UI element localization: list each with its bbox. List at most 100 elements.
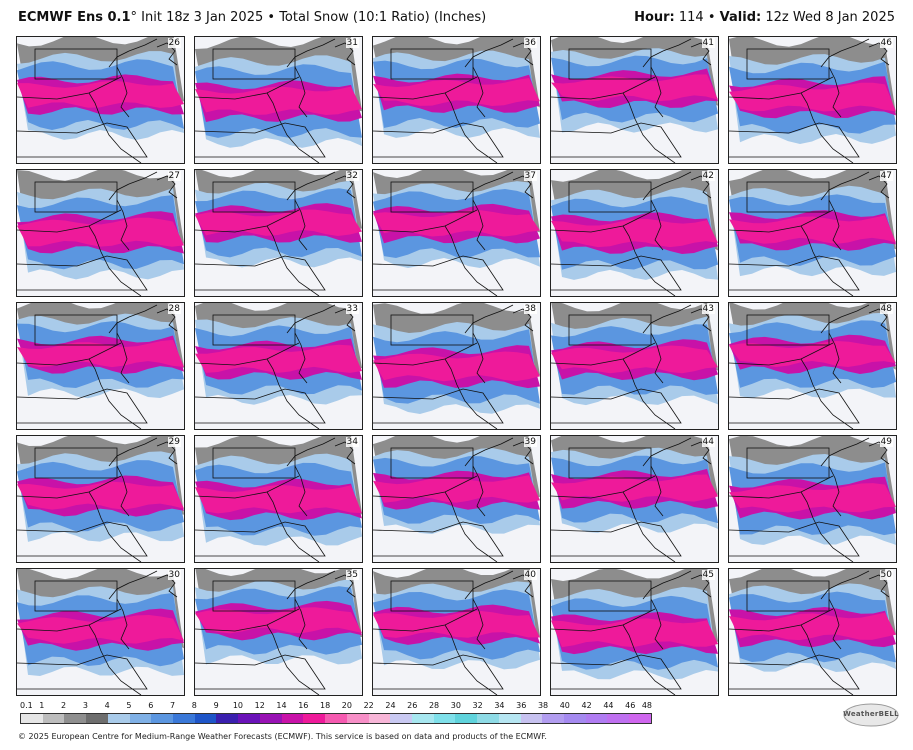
snow-pink-region — [551, 345, 718, 374]
colorbar-tick-label: 2 — [61, 701, 67, 710]
coastline — [800, 624, 854, 695]
colorbar-tick-label: 8 — [191, 701, 197, 710]
coastline — [472, 66, 486, 118]
snow-map — [17, 436, 184, 562]
coastline — [88, 624, 142, 695]
coastline — [266, 624, 320, 695]
snow-pink-region — [195, 607, 362, 634]
colorbar-tick-label: 3 — [82, 701, 88, 710]
state-border — [568, 580, 652, 612]
colorbar-tick-label: 0.1 — [20, 701, 33, 710]
coastline — [266, 491, 320, 562]
coastline — [690, 42, 712, 66]
member-number: 38 — [523, 304, 537, 314]
coastline — [108, 304, 158, 334]
member-number: 46 — [879, 38, 893, 48]
member-number: 28 — [167, 304, 181, 314]
logo-icon — [843, 703, 899, 727]
colorbar-swatches — [20, 713, 652, 724]
snow-map — [17, 170, 184, 296]
member-panel: 39 — [372, 435, 541, 563]
colorbar-tick-label: 22 — [363, 701, 374, 710]
coastline — [464, 570, 514, 600]
member-panel: 44 — [550, 435, 719, 563]
coastline — [286, 38, 336, 68]
separator-dot: • — [267, 10, 276, 25]
member-panel: 40 — [372, 568, 541, 696]
coastline — [286, 437, 336, 467]
coastline — [108, 570, 158, 600]
state-border — [729, 388, 860, 424]
colorbar-tick-label: 14 — [276, 701, 287, 710]
member-number: 48 — [879, 304, 893, 314]
colorbar-tick-label: 18 — [320, 701, 331, 710]
coastline — [286, 171, 336, 201]
state-border — [551, 654, 682, 690]
coastline — [116, 66, 130, 118]
colorbar-swatch — [129, 714, 152, 723]
coastline — [444, 358, 498, 429]
colorbar-tick-label: 42 — [581, 701, 592, 710]
member-panel: 29 — [16, 435, 185, 563]
coastline — [444, 92, 498, 163]
state-border — [568, 48, 652, 80]
colorbar-swatch — [238, 714, 260, 723]
state-border — [17, 122, 148, 158]
coastline — [868, 441, 890, 465]
member-panel: 35 — [194, 568, 363, 696]
snow-pink-region — [373, 610, 540, 638]
coastline — [116, 598, 130, 650]
coastline — [108, 171, 158, 201]
coastline — [88, 92, 142, 163]
state-border — [729, 122, 860, 158]
hour-label: Hour: — [634, 10, 675, 25]
snow-map — [17, 569, 184, 695]
colorbar-swatch — [173, 714, 195, 723]
colorbar-swatch — [325, 714, 347, 723]
coastline — [820, 304, 870, 334]
snow-map — [551, 569, 718, 695]
hour-value: 114 — [678, 10, 704, 25]
coastline — [828, 332, 842, 384]
colorbar-swatch — [259, 714, 282, 723]
state-border — [17, 654, 148, 690]
model-name: ECMWF Ens 0.1 — [18, 10, 131, 25]
coastline — [266, 358, 320, 429]
snow-pink-region — [195, 344, 362, 373]
coastline — [868, 574, 890, 598]
member-panel: 46 — [728, 36, 897, 164]
coastline — [472, 199, 486, 251]
coastline — [464, 304, 514, 334]
coastline — [828, 465, 842, 517]
colorbar-tick-label: 48 — [641, 701, 652, 710]
colorbar-swatch — [64, 714, 87, 723]
colorbar-swatch — [303, 714, 326, 723]
state-border — [746, 580, 830, 612]
member-panel: 28 — [16, 302, 185, 430]
colorbar-tick-label: 36 — [516, 701, 527, 710]
member-panel: 30 — [16, 568, 185, 696]
state-border — [551, 255, 682, 291]
state-border — [568, 314, 652, 346]
coastline — [294, 199, 308, 251]
snow-pink-region — [729, 483, 896, 513]
snow-pink-region — [17, 217, 184, 247]
coastline — [156, 574, 178, 598]
snow-pink-region — [729, 82, 896, 112]
state-border — [17, 521, 148, 557]
coastline — [650, 465, 664, 517]
colorbar-swatch — [368, 714, 391, 723]
coastline — [650, 66, 664, 118]
coastline — [820, 437, 870, 467]
coastline — [88, 358, 142, 429]
member-number: 45 — [701, 570, 715, 580]
member-number: 31 — [345, 38, 359, 48]
state-border — [373, 388, 504, 424]
coastline — [512, 441, 534, 465]
member-number: 30 — [167, 570, 181, 580]
member-number: 35 — [345, 570, 359, 580]
coastline — [690, 175, 712, 199]
state-border — [746, 181, 830, 213]
coastline — [800, 92, 854, 163]
coastline — [642, 304, 692, 334]
